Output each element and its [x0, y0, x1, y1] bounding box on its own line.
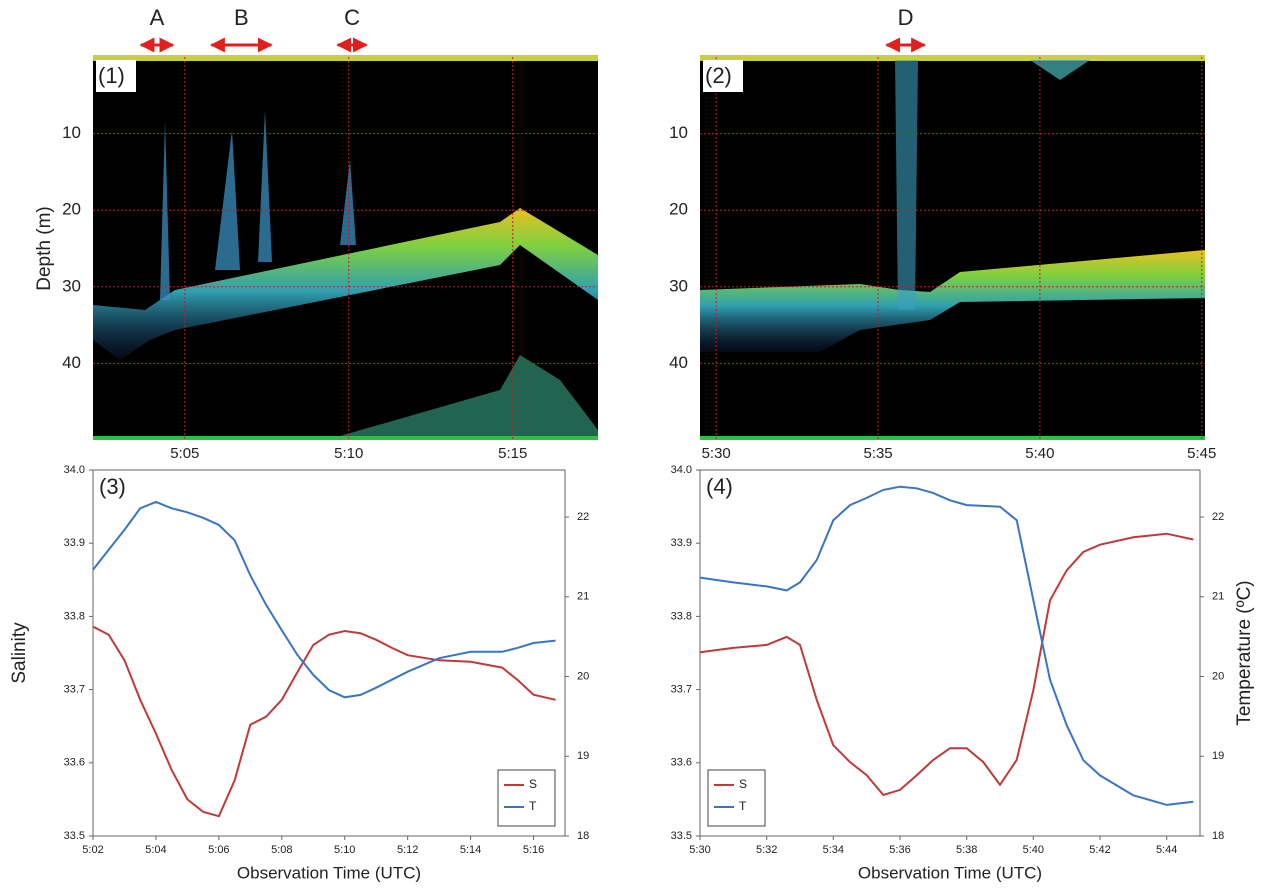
x-tick-label: 5:44: [1156, 844, 1177, 856]
y-tick-label: 33.8: [64, 610, 85, 622]
panel-label: (3): [99, 474, 126, 499]
y2-tick-label: 19: [1212, 750, 1224, 762]
y2-tick-label: 19: [577, 750, 589, 762]
x-tick-label: 5:34: [823, 844, 844, 856]
y-tick-label: 33.9: [64, 537, 85, 549]
y-tick-label: 10: [669, 123, 688, 142]
legend-label: S: [739, 777, 747, 791]
y2-tick-label: 21: [577, 591, 589, 603]
annotation-label: A: [150, 5, 165, 30]
y-tick-label: 40: [62, 353, 81, 372]
x-tick-label: 5:14: [460, 844, 481, 856]
panel-label: (1): [98, 63, 125, 88]
x-tick-label: 5:32: [756, 844, 777, 856]
y2-tick-label: 22: [577, 511, 589, 523]
x-tick-label: 5:40: [1023, 844, 1044, 856]
legend-label: T: [529, 799, 537, 813]
y2-tick-label: 18: [577, 830, 589, 842]
panel-label: (2): [705, 63, 732, 88]
legend-label: T: [739, 799, 747, 813]
panel-label: (4): [706, 474, 733, 499]
y-tick-label: 30: [62, 276, 81, 295]
y-tick-label: 33.6: [671, 757, 692, 769]
y-tick-label: 33.5: [671, 830, 692, 842]
x-tick-label: 5:05: [170, 445, 199, 462]
y-tick-label: 33.7: [671, 684, 692, 696]
y-tick-label: 33.8: [671, 610, 692, 622]
y-tick-label: 30: [669, 276, 688, 295]
series-line: [92, 625, 556, 818]
plot-frame: [699, 469, 1201, 837]
x-tick-label: 5:02: [82, 844, 103, 856]
echogram-image: [700, 55, 1205, 440]
y-tick-label: 33.9: [671, 537, 692, 549]
y2-tick-label: 21: [1212, 591, 1224, 603]
x-tick-label: 5:04: [145, 844, 166, 856]
x-tick-label: 5:10: [334, 844, 355, 856]
x-tick-label: 5:16: [523, 844, 544, 856]
annotation-label: D: [898, 5, 914, 30]
x-tick-label: 5:35: [863, 445, 892, 462]
y2-tick-label: 20: [1212, 670, 1224, 682]
y-tick-label: 34.0: [671, 464, 692, 476]
panel-label-box: [703, 60, 743, 92]
y-tick-label: 20: [62, 200, 81, 219]
x-tick-label: 5:36: [889, 844, 910, 856]
legend-box: [497, 769, 556, 827]
y-axis-label: Depth (m): [34, 206, 55, 290]
legend-box: [707, 769, 766, 827]
y2-tick-label: 18: [1212, 830, 1224, 842]
panel-label-box: [96, 60, 136, 92]
series-line: [699, 485, 1194, 806]
x-tick-label: 5:38: [956, 844, 977, 856]
annotation-label: C: [344, 5, 360, 30]
series-line: [699, 532, 1194, 797]
x-tick-label: 5:40: [1025, 445, 1054, 462]
y-tick-label: 10: [62, 123, 81, 142]
y-tick-label: 20: [669, 200, 688, 219]
x-tick-label: 5:30: [689, 844, 710, 856]
y-tick-label: 34.0: [64, 464, 85, 476]
y2-tick-label: 20: [577, 670, 589, 682]
y-tick-label: 33.6: [64, 757, 85, 769]
y-axis-label: Salinity: [9, 622, 30, 684]
x-tick-label: 5:15: [498, 445, 527, 462]
x-tick-label: 5:30: [702, 445, 731, 462]
echogram-image: [93, 55, 598, 440]
plot-frame: [92, 469, 566, 837]
x-tick-label: 5:08: [271, 844, 292, 856]
series-line: [92, 500, 556, 699]
y2-tick-label: 22: [1212, 511, 1224, 523]
legend-label: S: [529, 777, 537, 791]
x-tick-label: 5:45: [1187, 445, 1216, 462]
x-axis-label: Observation Time (UTC): [858, 863, 1042, 882]
annotation-label: B: [234, 5, 249, 30]
y-tick-label: 33.7: [64, 684, 85, 696]
y-tick-label: 33.5: [64, 830, 85, 842]
x-tick-label: 5:06: [208, 844, 229, 856]
x-tick-label: 5:12: [397, 844, 418, 856]
y-tick-label: 40: [669, 353, 688, 372]
x-tick-label: 5:10: [334, 445, 363, 462]
y2-axis-label: Temperature (ºC): [1234, 580, 1255, 725]
x-axis-label: Observation Time (UTC): [237, 863, 421, 882]
x-tick-label: 5:42: [1089, 844, 1110, 856]
